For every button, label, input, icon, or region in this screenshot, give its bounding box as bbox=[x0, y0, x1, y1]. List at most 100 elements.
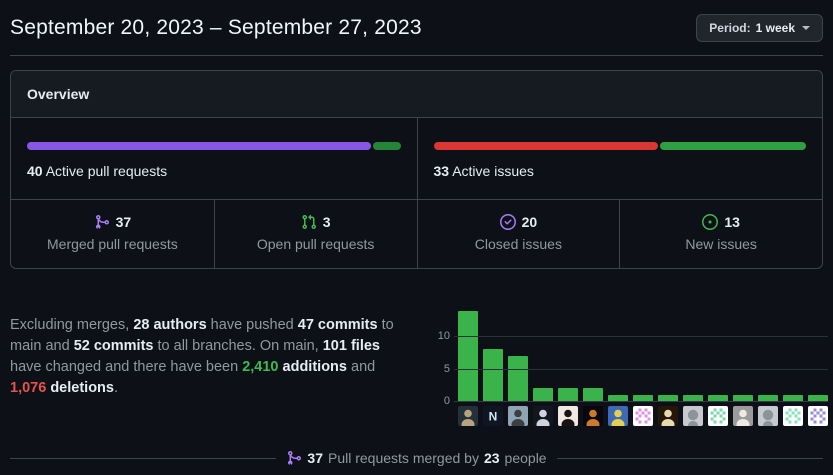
commit-bar bbox=[733, 395, 753, 401]
people-count: 23 bbox=[483, 450, 500, 466]
stat-value: 20 bbox=[521, 214, 538, 230]
progress-segment-merged bbox=[27, 142, 371, 150]
active-pull-requests-label: 40 Active pull requests bbox=[27, 163, 401, 179]
y-axis-tick-label: 5 bbox=[443, 363, 450, 375]
commit-bar bbox=[658, 395, 678, 401]
y-axis-tick-label: 0 bbox=[443, 395, 450, 407]
contributor-avatar[interactable] bbox=[583, 406, 603, 426]
stat-label: Closed issues bbox=[474, 236, 562, 252]
commit-bar bbox=[558, 388, 578, 401]
people-text: people bbox=[504, 450, 547, 466]
summary-part: 47 commits bbox=[297, 317, 378, 333]
stat-open-pull-requests[interactable]: 3 Open pull requests bbox=[213, 200, 417, 268]
commit-bar bbox=[583, 388, 603, 401]
contributor-avatar[interactable] bbox=[733, 406, 753, 426]
merged-by-heading: 37 Pull requests merged by 23 people bbox=[286, 450, 547, 466]
summary-part: have pushed bbox=[206, 317, 298, 333]
issue-progress bbox=[433, 142, 806, 150]
git-merge-icon bbox=[286, 450, 302, 466]
git-merge-icon bbox=[94, 214, 110, 230]
summary-part: 28 authors bbox=[133, 317, 207, 333]
period-value: 1 week bbox=[755, 21, 795, 35]
summary-part: 101 files bbox=[322, 338, 380, 354]
summary-part: 1,076 bbox=[10, 380, 47, 396]
contributor-avatar[interactable] bbox=[658, 406, 678, 426]
stat-label: Open pull requests bbox=[256, 236, 375, 252]
summary-part: 52 commits bbox=[73, 338, 154, 354]
merged-text: Pull requests merged by bbox=[328, 450, 479, 466]
active-issues-label: 33 Active issues bbox=[434, 163, 807, 179]
contributor-avatar[interactable] bbox=[683, 406, 703, 426]
stat-label: New issues bbox=[685, 236, 757, 252]
summary-part: and bbox=[346, 359, 376, 375]
commit-bar bbox=[508, 356, 528, 401]
summary-part: . bbox=[113, 380, 119, 396]
commit-bar bbox=[483, 349, 503, 401]
summary-part: to main and bbox=[10, 317, 394, 354]
chart-bars bbox=[458, 301, 828, 401]
contributor-avatar[interactable] bbox=[533, 406, 553, 426]
chart-gridline bbox=[454, 369, 828, 370]
chart-gridline bbox=[454, 401, 828, 402]
stat-value: 13 bbox=[724, 214, 740, 230]
contributor-avatar[interactable] bbox=[608, 406, 628, 426]
period-dropdown[interactable]: Period: 1 week bbox=[696, 14, 823, 42]
stat-value: 37 bbox=[115, 214, 132, 230]
summary-text: Excluding merges, 28 authors have pushed… bbox=[10, 315, 414, 426]
summary-part: have changed and there have been bbox=[10, 359, 243, 375]
chart-avatars: N bbox=[458, 406, 828, 426]
diffstat-row: 40 Active pull requests 33 Active issues bbox=[11, 118, 822, 199]
stat-label: Merged pull requests bbox=[47, 236, 178, 252]
commit-bar bbox=[783, 395, 803, 401]
divider-line bbox=[556, 457, 824, 459]
contributor-avatar[interactable] bbox=[508, 406, 528, 426]
y-axis-tick-label: 10 bbox=[437, 330, 450, 342]
commit-bar bbox=[458, 311, 478, 401]
active-pull-requests-cell: 40 Active pull requests bbox=[11, 118, 417, 199]
commit-bar bbox=[758, 395, 778, 401]
commits-bar-chart: 0 5 10 N bbox=[428, 301, 828, 426]
contributor-avatar[interactable] bbox=[633, 406, 653, 426]
active-issues-count: 33 bbox=[433, 163, 450, 179]
issue-closed-icon bbox=[499, 214, 516, 230]
page-header: September 20, 2023 – September 27, 2023 … bbox=[10, 8, 823, 56]
commit-bar bbox=[708, 395, 728, 401]
active-issues-text: Active issues bbox=[452, 163, 534, 179]
contributor-avatar[interactable] bbox=[708, 406, 728, 426]
stat-new-issues[interactable]: 13 New issues bbox=[619, 200, 822, 268]
overview-stats-row: 37 Merged pull requests 3 Open pull requ… bbox=[11, 199, 822, 268]
page-title: September 20, 2023 – September 27, 2023 bbox=[10, 16, 422, 39]
merged-by-divider: 37 Pull requests merged by 23 people bbox=[10, 450, 824, 466]
pr-progress bbox=[27, 142, 401, 150]
stat-closed-issues[interactable]: 20 Closed issues bbox=[416, 200, 620, 268]
active-pr-count: 40 bbox=[27, 163, 43, 179]
merged-count: 37 bbox=[307, 450, 323, 466]
contributor-avatar[interactable]: N bbox=[483, 406, 503, 426]
stat-merged-pull-requests[interactable]: 37 Merged pull requests bbox=[11, 200, 214, 268]
active-pr-text: Active pull requests bbox=[45, 163, 168, 179]
summary-part: deletions bbox=[46, 380, 114, 396]
contributor-avatar[interactable] bbox=[783, 406, 803, 426]
divider-line bbox=[10, 457, 277, 459]
period-label: Period: bbox=[709, 21, 751, 35]
overview-card-title: Overview bbox=[11, 71, 822, 118]
contributor-avatar[interactable] bbox=[758, 406, 778, 426]
chart-gridline bbox=[454, 336, 828, 337]
summary-section: Excluding merges, 28 authors have pushed… bbox=[10, 301, 828, 426]
active-issues-cell: 33 Active issues bbox=[416, 118, 823, 199]
chevron-down-icon bbox=[802, 26, 810, 30]
contributor-avatar[interactable] bbox=[458, 406, 478, 426]
commit-bar bbox=[533, 388, 553, 401]
contributor-avatar[interactable] bbox=[808, 406, 828, 426]
summary-part: to all branches. On main, bbox=[153, 338, 323, 354]
git-pull-request-icon bbox=[301, 214, 317, 230]
progress-segment-closed bbox=[433, 142, 659, 150]
issue-opened-icon bbox=[702, 214, 719, 230]
summary-part: Excluding merges, bbox=[10, 317, 134, 333]
contributor-avatar[interactable] bbox=[558, 406, 578, 426]
stat-value: 3 bbox=[322, 214, 331, 230]
commit-bar bbox=[808, 395, 828, 401]
commit-bar bbox=[608, 395, 628, 401]
chart-plot: 0 5 10 bbox=[438, 301, 828, 407]
